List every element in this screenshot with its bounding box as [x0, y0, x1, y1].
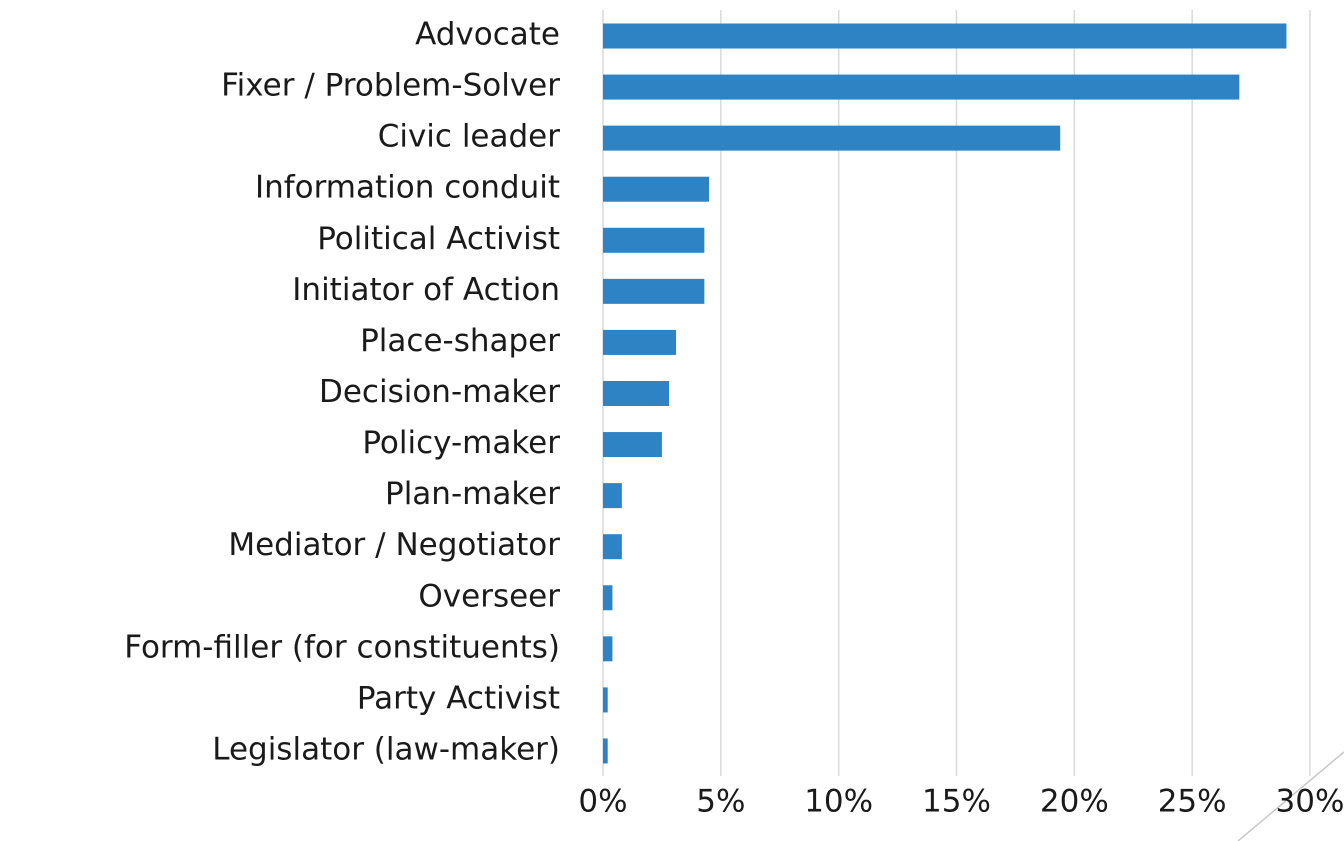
y-tick-label: Overseer	[418, 578, 560, 614]
bar	[603, 227, 705, 253]
bar	[603, 432, 662, 458]
bar	[603, 176, 710, 202]
bar	[603, 23, 1287, 49]
x-tick-label: 15%	[922, 784, 991, 820]
x-tick-label: 25%	[1158, 784, 1227, 820]
bar	[603, 534, 622, 560]
bar	[603, 125, 1061, 151]
decoration	[1237, 751, 1344, 841]
y-tick-label: Legislator (law-maker)	[212, 731, 560, 767]
x-tick-label: 20%	[1040, 784, 1109, 820]
y-tick-label: Fixer / Problem-Solver	[221, 68, 560, 104]
y-tick-label: Initiator of Action	[292, 272, 560, 308]
bar	[603, 687, 608, 713]
y-tick-label: Form-filler (for constituents)	[124, 629, 560, 665]
y-tick-label: Mediator / Negotiator	[228, 527, 560, 563]
y-tick-label: Advocate	[415, 17, 560, 53]
y-tick-label: Plan-maker	[385, 476, 560, 512]
bar	[603, 74, 1240, 100]
y-tick-label: Information conduit	[255, 170, 560, 206]
y-tick-label: Decision-maker	[319, 374, 560, 410]
bar	[603, 738, 608, 764]
x-tick-label: 10%	[804, 784, 873, 820]
bar	[603, 483, 622, 509]
y-tick-label: Political Activist	[317, 221, 560, 257]
bar	[603, 636, 613, 662]
x-tick-label: 0%	[578, 784, 627, 820]
bar	[603, 585, 613, 611]
x-tick-label: 5%	[696, 784, 745, 820]
bar	[603, 329, 677, 355]
y-tick-label: Civic leader	[378, 119, 561, 155]
y-tick-label: Policy-maker	[362, 425, 560, 461]
x-tick-label: 30%	[1276, 784, 1344, 820]
bar	[603, 380, 669, 406]
bar	[603, 278, 705, 304]
y-tick-label: Party Activist	[357, 680, 560, 716]
y-tick-label: Place-shaper	[360, 323, 560, 359]
